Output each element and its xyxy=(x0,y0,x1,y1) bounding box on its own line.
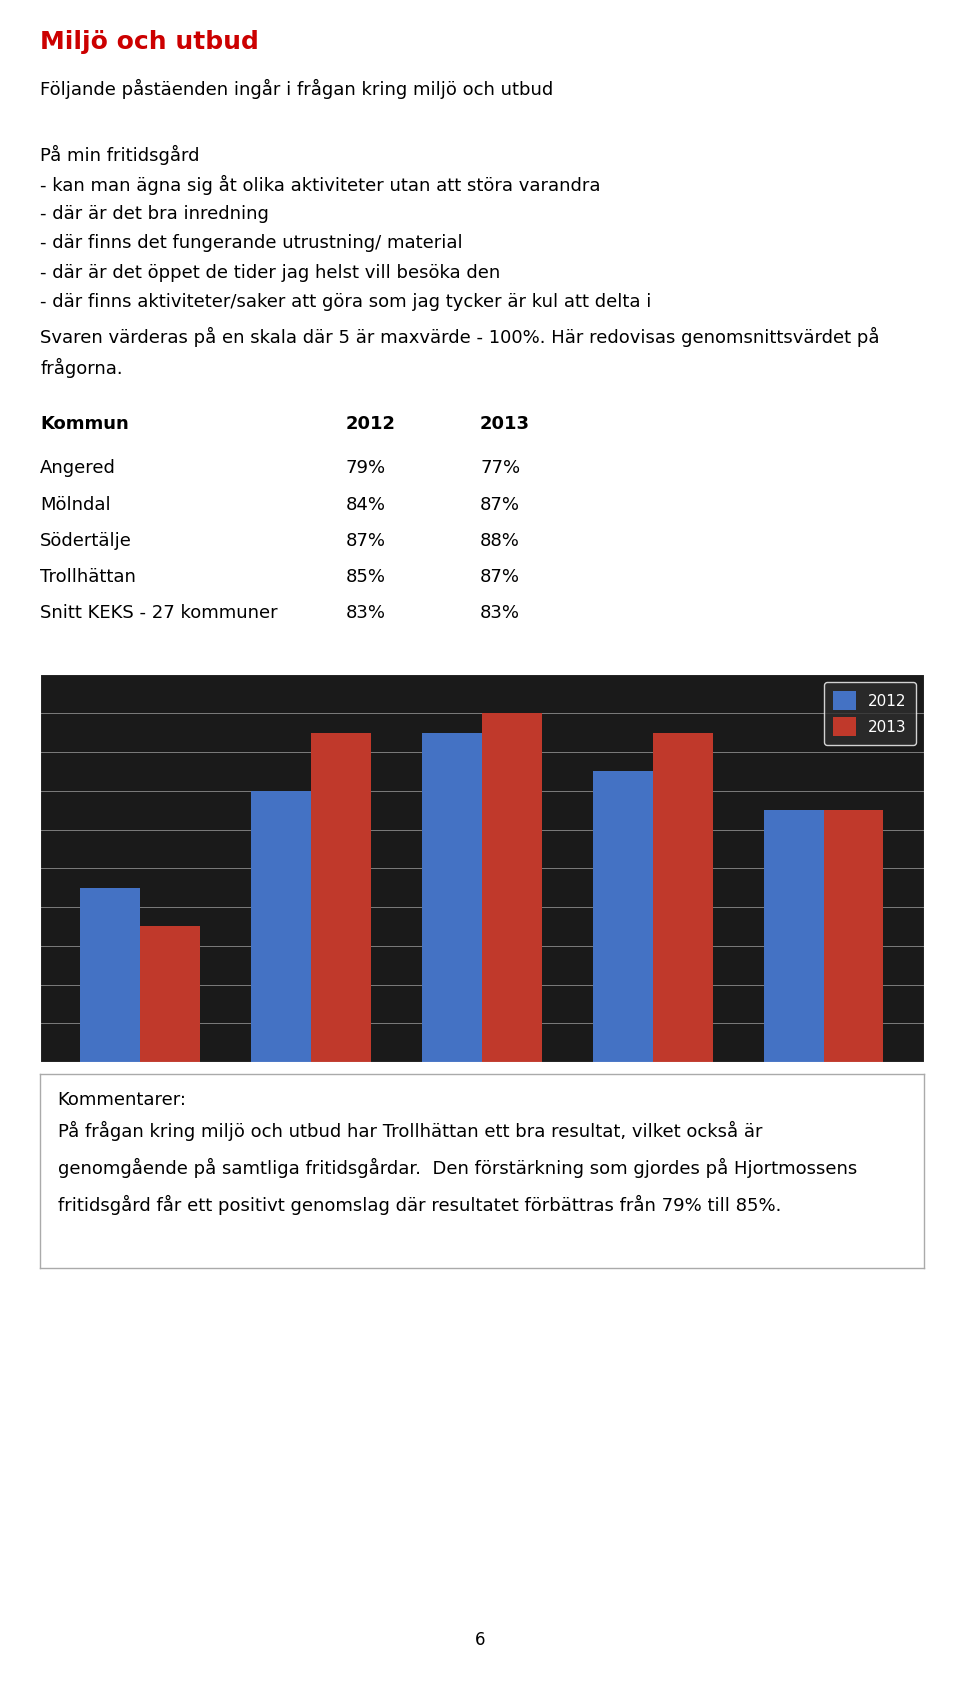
Text: 87%: 87% xyxy=(480,496,520,514)
Bar xyxy=(764,811,824,1686)
Text: 85%: 85% xyxy=(346,568,386,587)
Text: - där är det öppet de tider jag helst vill besöka den: - där är det öppet de tider jag helst vi… xyxy=(40,263,500,282)
Text: Kommentarer:: Kommentarer: xyxy=(58,1091,186,1109)
Text: 83%: 83% xyxy=(480,604,520,622)
Text: - kan man ägna sig åt olika aktiviteter utan att störa varandra: - kan man ägna sig åt olika aktiviteter … xyxy=(40,175,601,196)
Bar xyxy=(81,887,140,1686)
Legend: 2012, 2013: 2012, 2013 xyxy=(824,683,916,745)
Bar xyxy=(252,791,311,1686)
Bar xyxy=(311,733,371,1686)
Text: - där finns aktiviteter/saker att göra som jag tycker är kul att delta i: - där finns aktiviteter/saker att göra s… xyxy=(40,293,652,312)
Text: genomgående på samtliga fritidsgårdar.  Den förstärkning som gjordes på Hjortmos: genomgående på samtliga fritidsgårdar. D… xyxy=(58,1158,857,1179)
Text: 87%: 87% xyxy=(346,533,386,550)
Text: Mölndal: Mölndal xyxy=(40,496,111,514)
Text: Snitt KEKS - 27 kommuner: Snitt KEKS - 27 kommuner xyxy=(40,604,278,622)
Text: 79%: 79% xyxy=(346,459,386,477)
Text: Angered: Angered xyxy=(40,459,116,477)
Text: 88%: 88% xyxy=(480,533,520,550)
Bar xyxy=(593,772,653,1686)
Text: - där är det bra inredning: - där är det bra inredning xyxy=(40,204,269,223)
Text: 83%: 83% xyxy=(346,604,386,622)
Text: - där finns det fungerande utrustning/ material: - där finns det fungerande utrustning/ m… xyxy=(40,234,463,253)
Text: 2012: 2012 xyxy=(346,415,396,433)
Text: Svaren värderas på en skala där 5 är maxvärde - 100%. Här redovisas genomsnittsv: Svaren värderas på en skala där 5 är max… xyxy=(40,327,879,347)
Text: Miljö och utbud: Miljö och utbud xyxy=(40,30,259,54)
Text: Trollhättan: Trollhättan xyxy=(40,568,136,587)
Bar xyxy=(422,733,482,1686)
Text: På min fritidsgård: På min fritidsgård xyxy=(40,145,200,165)
Text: frågorna.: frågorna. xyxy=(40,357,123,378)
Text: 87%: 87% xyxy=(480,568,520,587)
Text: Följande påstäenden ingår i frågan kring miljö och utbud: Följande påstäenden ingår i frågan kring… xyxy=(40,79,554,99)
Text: På frågan kring miljö och utbud har Trollhättan ett bra resultat, vilket också ä: På frågan kring miljö och utbud har Trol… xyxy=(58,1121,762,1141)
Text: Kommun: Kommun xyxy=(40,415,129,433)
Text: Södertälje: Södertälje xyxy=(40,533,132,550)
Text: 77%: 77% xyxy=(480,459,520,477)
Text: 6: 6 xyxy=(475,1630,485,1649)
Text: fritidsgård får ett positivt genomslag där resultatet förbättras från 79% till 8: fritidsgård får ett positivt genomslag d… xyxy=(58,1195,781,1216)
Text: 84%: 84% xyxy=(346,496,386,514)
Bar xyxy=(653,733,712,1686)
Bar xyxy=(140,927,200,1686)
Text: 2013: 2013 xyxy=(480,415,530,433)
Bar xyxy=(824,811,883,1686)
Bar xyxy=(482,713,541,1686)
